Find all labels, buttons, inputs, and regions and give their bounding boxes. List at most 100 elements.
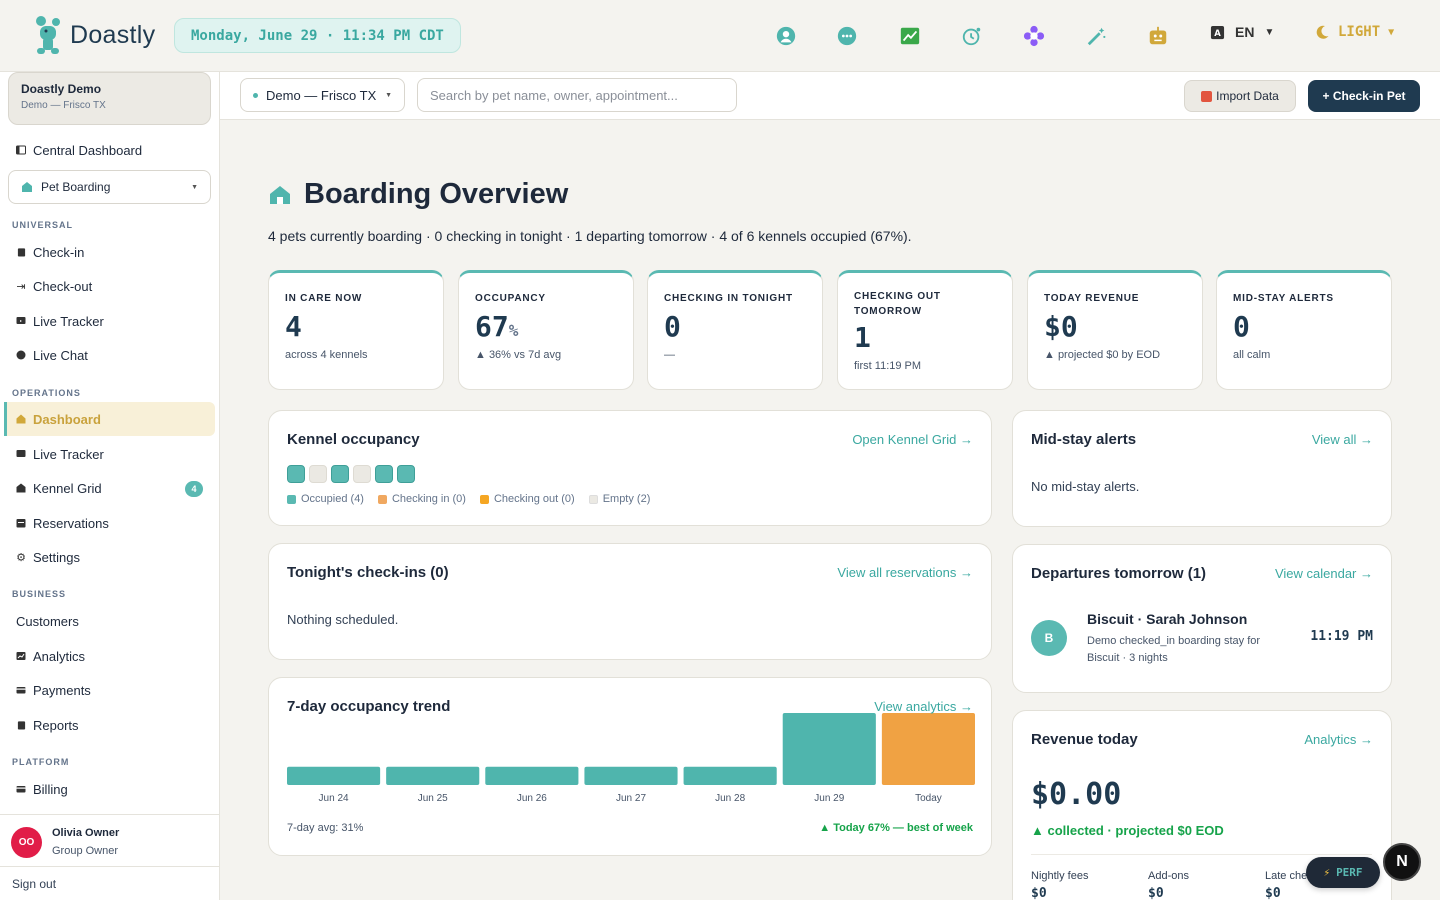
sidebar-item-live-tracker[interactable]: Live Tracker [16, 311, 104, 331]
sidebar-item-central-dashboard[interactable]: Central Dashboard [16, 140, 142, 160]
sidebar-item-label: Live Tracker [33, 313, 104, 329]
import-data-button[interactable]: Import Data [1184, 80, 1296, 112]
trend-bar-jun-27[interactable] [584, 766, 678, 785]
kennel-cell-4[interactable] [353, 465, 371, 483]
view-calendar-link[interactable]: View calendar → [1274, 566, 1373, 581]
trend-bar-jun-29[interactable] [782, 713, 876, 785]
open-kennel-grid-link[interactable]: Open Kennel Grid → [852, 432, 973, 447]
revenue-breakdown-nightly: Nightly fees $0 [1031, 870, 1089, 900]
org-switcher[interactable]: Doastly Demo Demo — Frisco TX [8, 72, 211, 125]
next-dev-button[interactable]: N [1383, 843, 1421, 881]
user-role: Group Owner [52, 845, 119, 857]
sidebar-item-live-chat[interactable]: Live Chat [16, 345, 88, 365]
section-platform: PLATFORM [12, 757, 70, 767]
sidebar-item-check-in[interactable]: Check-in [16, 242, 84, 262]
trend-bar-jun-24[interactable] [287, 766, 381, 785]
stat-card-checking-out[interactable]: CHECKING OUT TOMORROW 1 first 11:19 PM [837, 270, 1013, 390]
chat-icon[interactable] [835, 24, 859, 48]
search-input[interactable] [417, 78, 737, 112]
sidebar-item-label: Analytics [33, 648, 86, 664]
sidebar-item-label: Billing [33, 781, 68, 797]
trend-tick-label: Today [915, 793, 942, 804]
org-location: Demo — Frisco TX [21, 100, 106, 111]
trend-bar-today[interactable] [881, 713, 975, 785]
credit-card-icon [16, 784, 26, 794]
clock-icon[interactable] [960, 24, 984, 48]
speech-bubble-icon [16, 350, 26, 360]
departure-name[interactable]: Biscuit · Sarah Johnson [1087, 611, 1248, 627]
theme-toggle[interactable]: LIGHT ▼ [1314, 24, 1394, 40]
legend-swatch [287, 494, 296, 504]
chart-icon[interactable] [898, 24, 922, 48]
trend-bar-jun-26[interactable] [485, 766, 579, 785]
module-selector[interactable]: Pet Boarding ▼ [8, 170, 211, 204]
kennel-cell-6[interactable] [397, 465, 415, 483]
stat-card-revenue[interactable]: TODAY REVENUE $0 ▲ projected $0 by EOD [1027, 270, 1203, 390]
revenue-breakdown-addons: Add-ons $0 [1148, 870, 1189, 900]
kennel-legend: Occupied (4) Checking in (0) Checking ou… [287, 493, 650, 505]
sidebar-item-reports[interactable]: Reports [16, 715, 79, 735]
kennel-cell-2[interactable] [309, 465, 327, 483]
brand-logo[interactable]: Doastly [32, 14, 155, 56]
revenue-note: ▲ collected · projected $0 EOD [1031, 823, 1224, 838]
kennel-cell-3[interactable] [331, 465, 349, 483]
user-profile[interactable]: OO Olivia Owner Group Owner [0, 814, 220, 866]
sidebar-item-kennel-grid[interactable]: Kennel Grid [16, 478, 102, 498]
sidebar-item-label: Settings [33, 549, 80, 565]
magic-wand-icon[interactable] [1085, 24, 1109, 48]
stat-card-checking-in[interactable]: CHECKING IN TONIGHT 0 — [647, 270, 823, 390]
lightning-icon: ⚡ [1323, 866, 1331, 879]
view-all-alerts-link[interactable]: View all → [1311, 432, 1373, 447]
legend-item: Empty (2) [588, 493, 650, 505]
view-all-reservations-link[interactable]: View all reservations → [837, 565, 973, 580]
support-icon[interactable] [774, 24, 798, 48]
stat-value: $0 [1044, 310, 1078, 343]
revenue-value: $0.00 [1031, 777, 1122, 812]
kennel-grid-count-badge: 4 [185, 481, 203, 497]
stat-card-alerts[interactable]: MID-STAY ALERTS 0 all calm [1216, 270, 1392, 390]
sidebar-item-analytics[interactable]: Analytics [16, 646, 85, 666]
departures-card: Departures tomorrow (1) View calendar → … [1012, 544, 1392, 693]
kennel-cell-5[interactable] [375, 465, 393, 483]
sidebar-item-customers[interactable]: Customers [16, 611, 79, 631]
legend-item: Checking in (0) [377, 493, 466, 505]
check-in-pet-button[interactable]: + Check-in Pet [1308, 80, 1420, 112]
sidebar-item-reservations[interactable]: Reservations [16, 513, 109, 533]
gear-icon: ⚙ [16, 551, 26, 564]
stat-card-in-care[interactable]: IN CARE NOW 4 across 4 kennels [268, 270, 444, 390]
kennel-cell-1[interactable] [287, 465, 305, 483]
legend-swatch [479, 494, 489, 504]
perf-widget[interactable]: ⚡ PERF [1306, 857, 1380, 888]
flower-icon[interactable] [1022, 24, 1046, 48]
sidebar-item-billing[interactable]: Billing [16, 779, 68, 799]
sign-out-link[interactable]: Sign out [0, 866, 220, 900]
stat-value: 4 [285, 310, 302, 343]
sidebar-item-dashboard[interactable]: Dashboard [16, 409, 101, 429]
chevron-down-icon: ▼ [1264, 26, 1275, 38]
section-universal: UNIVERSAL [12, 220, 74, 230]
card-title: Revenue today [1031, 731, 1138, 748]
trend-bar-jun-28[interactable] [683, 766, 777, 785]
home-icon [270, 185, 290, 204]
sub-header: Demo — Frisco TX ▼ Import Data + Check-i… [220, 72, 1440, 120]
stat-note: ▲ 36% vs 7d avg [475, 349, 562, 361]
dashboard-icon [16, 145, 26, 155]
stat-card-occupancy[interactable]: OCCUPANCY 67% ▲ 36% vs 7d avg [458, 270, 634, 390]
org-name: Doastly Demo [21, 82, 102, 96]
sidebar-item-live-tracker-ops[interactable]: Live Tracker [16, 444, 104, 464]
kennel-grid-preview [287, 465, 415, 483]
robot-icon[interactable] [1146, 24, 1170, 48]
sidebar-item-payments[interactable]: Payments [16, 680, 91, 700]
card-title: Kennel occupancy [287, 431, 420, 448]
view-analytics-link[interactable]: View analytics → [874, 699, 973, 714]
stat-note: first 11:19 PM [854, 360, 922, 372]
analytics-link[interactable]: Analytics → [1304, 732, 1373, 747]
stat-note: ▲ projected $0 by EOD [1044, 349, 1161, 361]
stat-value: 0 [1233, 310, 1250, 343]
page-title: Boarding Overview [304, 178, 569, 210]
sidebar-item-check-out[interactable]: ⇥ Check-out [16, 276, 92, 296]
language-selector[interactable]: A EN ▼ [1210, 24, 1274, 40]
trend-bar-jun-25[interactable] [386, 766, 480, 785]
location-selector[interactable]: Demo — Frisco TX ▼ [240, 78, 405, 112]
sidebar-item-settings[interactable]: ⚙ Settings [16, 547, 80, 567]
